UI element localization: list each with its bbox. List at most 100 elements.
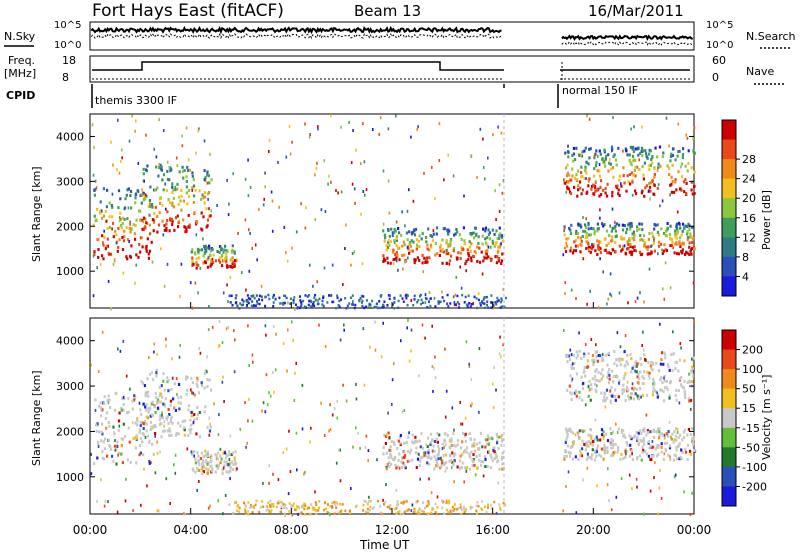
echo-cell: [202, 254, 205, 258]
echo-cell: [264, 410, 267, 414]
echo-cell: [295, 508, 298, 512]
echo-cell: [192, 420, 195, 424]
echo-cell: [138, 453, 141, 457]
echo-cell: [454, 444, 457, 448]
echo-cell: [570, 366, 573, 370]
echo-cell: [663, 374, 666, 378]
echo-cell: [649, 163, 652, 167]
echo-cell: [195, 432, 198, 436]
echo-cell: [497, 257, 500, 261]
echo-cell: [140, 193, 144, 197]
echo-cell: [674, 360, 677, 364]
echo-cell: [174, 471, 177, 475]
echo-cell: [463, 301, 466, 304]
echo-cell: [415, 500, 418, 504]
echo-cell: [322, 304, 325, 308]
echo-cell: [203, 455, 206, 458]
echo-cell: [92, 173, 95, 177]
echo-cell: [680, 346, 682, 350]
echo-cell: [441, 290, 443, 294]
echo-cell: [620, 249, 623, 253]
echo-cell: [396, 447, 399, 451]
echo-cell: [211, 467, 214, 471]
echo-cell: [438, 254, 441, 257]
echo-cell: [328, 174, 330, 178]
echo-cell: [685, 250, 688, 254]
echo-cell: [578, 349, 581, 353]
echo-cell: [97, 430, 101, 434]
echo-cell: [291, 320, 293, 324]
echo-cell: [459, 503, 462, 506]
echo-cell: [145, 133, 147, 137]
echo-cell: [352, 445, 354, 449]
echo-cell: [693, 449, 696, 452]
echo-cell: [326, 301, 329, 304]
echo-cell: [597, 248, 600, 251]
echo-cell: [570, 398, 573, 401]
echo-cell: [438, 122, 441, 126]
echo-cell: [441, 459, 444, 463]
echo-cell: [391, 378, 394, 382]
echo-cell: [207, 174, 210, 178]
echo-cell: [585, 177, 587, 180]
echo-cell: [442, 454, 445, 458]
echo-cell: [633, 233, 636, 237]
echo-cell: [122, 395, 125, 399]
echo-cell: [692, 356, 695, 360]
echo-cell: [210, 459, 213, 463]
echo-cell: [362, 122, 364, 126]
echo-cell: [463, 510, 466, 514]
echo-cell: [653, 173, 656, 177]
echo-cell: [486, 300, 489, 303]
echo-cell: [601, 356, 604, 360]
echo-cell: [660, 376, 663, 380]
echo-cell: [651, 154, 654, 158]
echo-cell: [336, 294, 339, 297]
echo-cell: [108, 201, 111, 205]
echo-cell: [563, 457, 566, 461]
echo-cell: [386, 261, 390, 265]
echo-cell: [690, 369, 693, 373]
echo-cell: [671, 240, 674, 244]
echo-cell: [115, 233, 118, 237]
echo-cell: [590, 187, 593, 191]
echo-cell: [453, 233, 456, 237]
echo-cell: [469, 305, 472, 308]
echo-cell: [451, 505, 454, 509]
echo-cell: [118, 424, 121, 428]
echo-cell: [113, 431, 115, 435]
echo-cell: [657, 252, 659, 256]
echo-cell: [162, 379, 165, 383]
echo-cell: [312, 300, 315, 304]
echo-cell: [317, 299, 319, 303]
echo-cell: [113, 258, 116, 262]
echo-cell: [500, 443, 503, 447]
echo-cell: [627, 242, 630, 246]
echo-cell: [630, 221, 633, 225]
echo-cell: [618, 223, 621, 227]
echo-cell: [365, 434, 368, 438]
echo-cell: [641, 228, 644, 232]
echo-cell: [598, 163, 601, 166]
echo-cell: [680, 165, 682, 169]
echo-cell: [149, 461, 153, 464]
echo-cell: [202, 215, 205, 219]
echo-cell: [641, 189, 644, 193]
echo-cell: [591, 354, 594, 357]
echo-cell: [224, 456, 228, 460]
echo-cell: [662, 249, 666, 253]
echo-cell: [183, 433, 186, 437]
echo-cell: [350, 487, 352, 490]
echo-cell: [593, 154, 596, 158]
colorbar-swatch: [722, 159, 736, 180]
echo-cell: [466, 304, 469, 308]
echo-cell: [289, 152, 292, 156]
echo-cell: [94, 408, 97, 412]
echo-cell: [282, 303, 285, 306]
echo-cell: [450, 458, 453, 462]
echo-cell: [446, 500, 449, 504]
echo-cell: [501, 252, 504, 256]
echo-cell: [648, 232, 651, 235]
echo-cell: [603, 395, 606, 399]
echo-cell: [415, 238, 419, 242]
